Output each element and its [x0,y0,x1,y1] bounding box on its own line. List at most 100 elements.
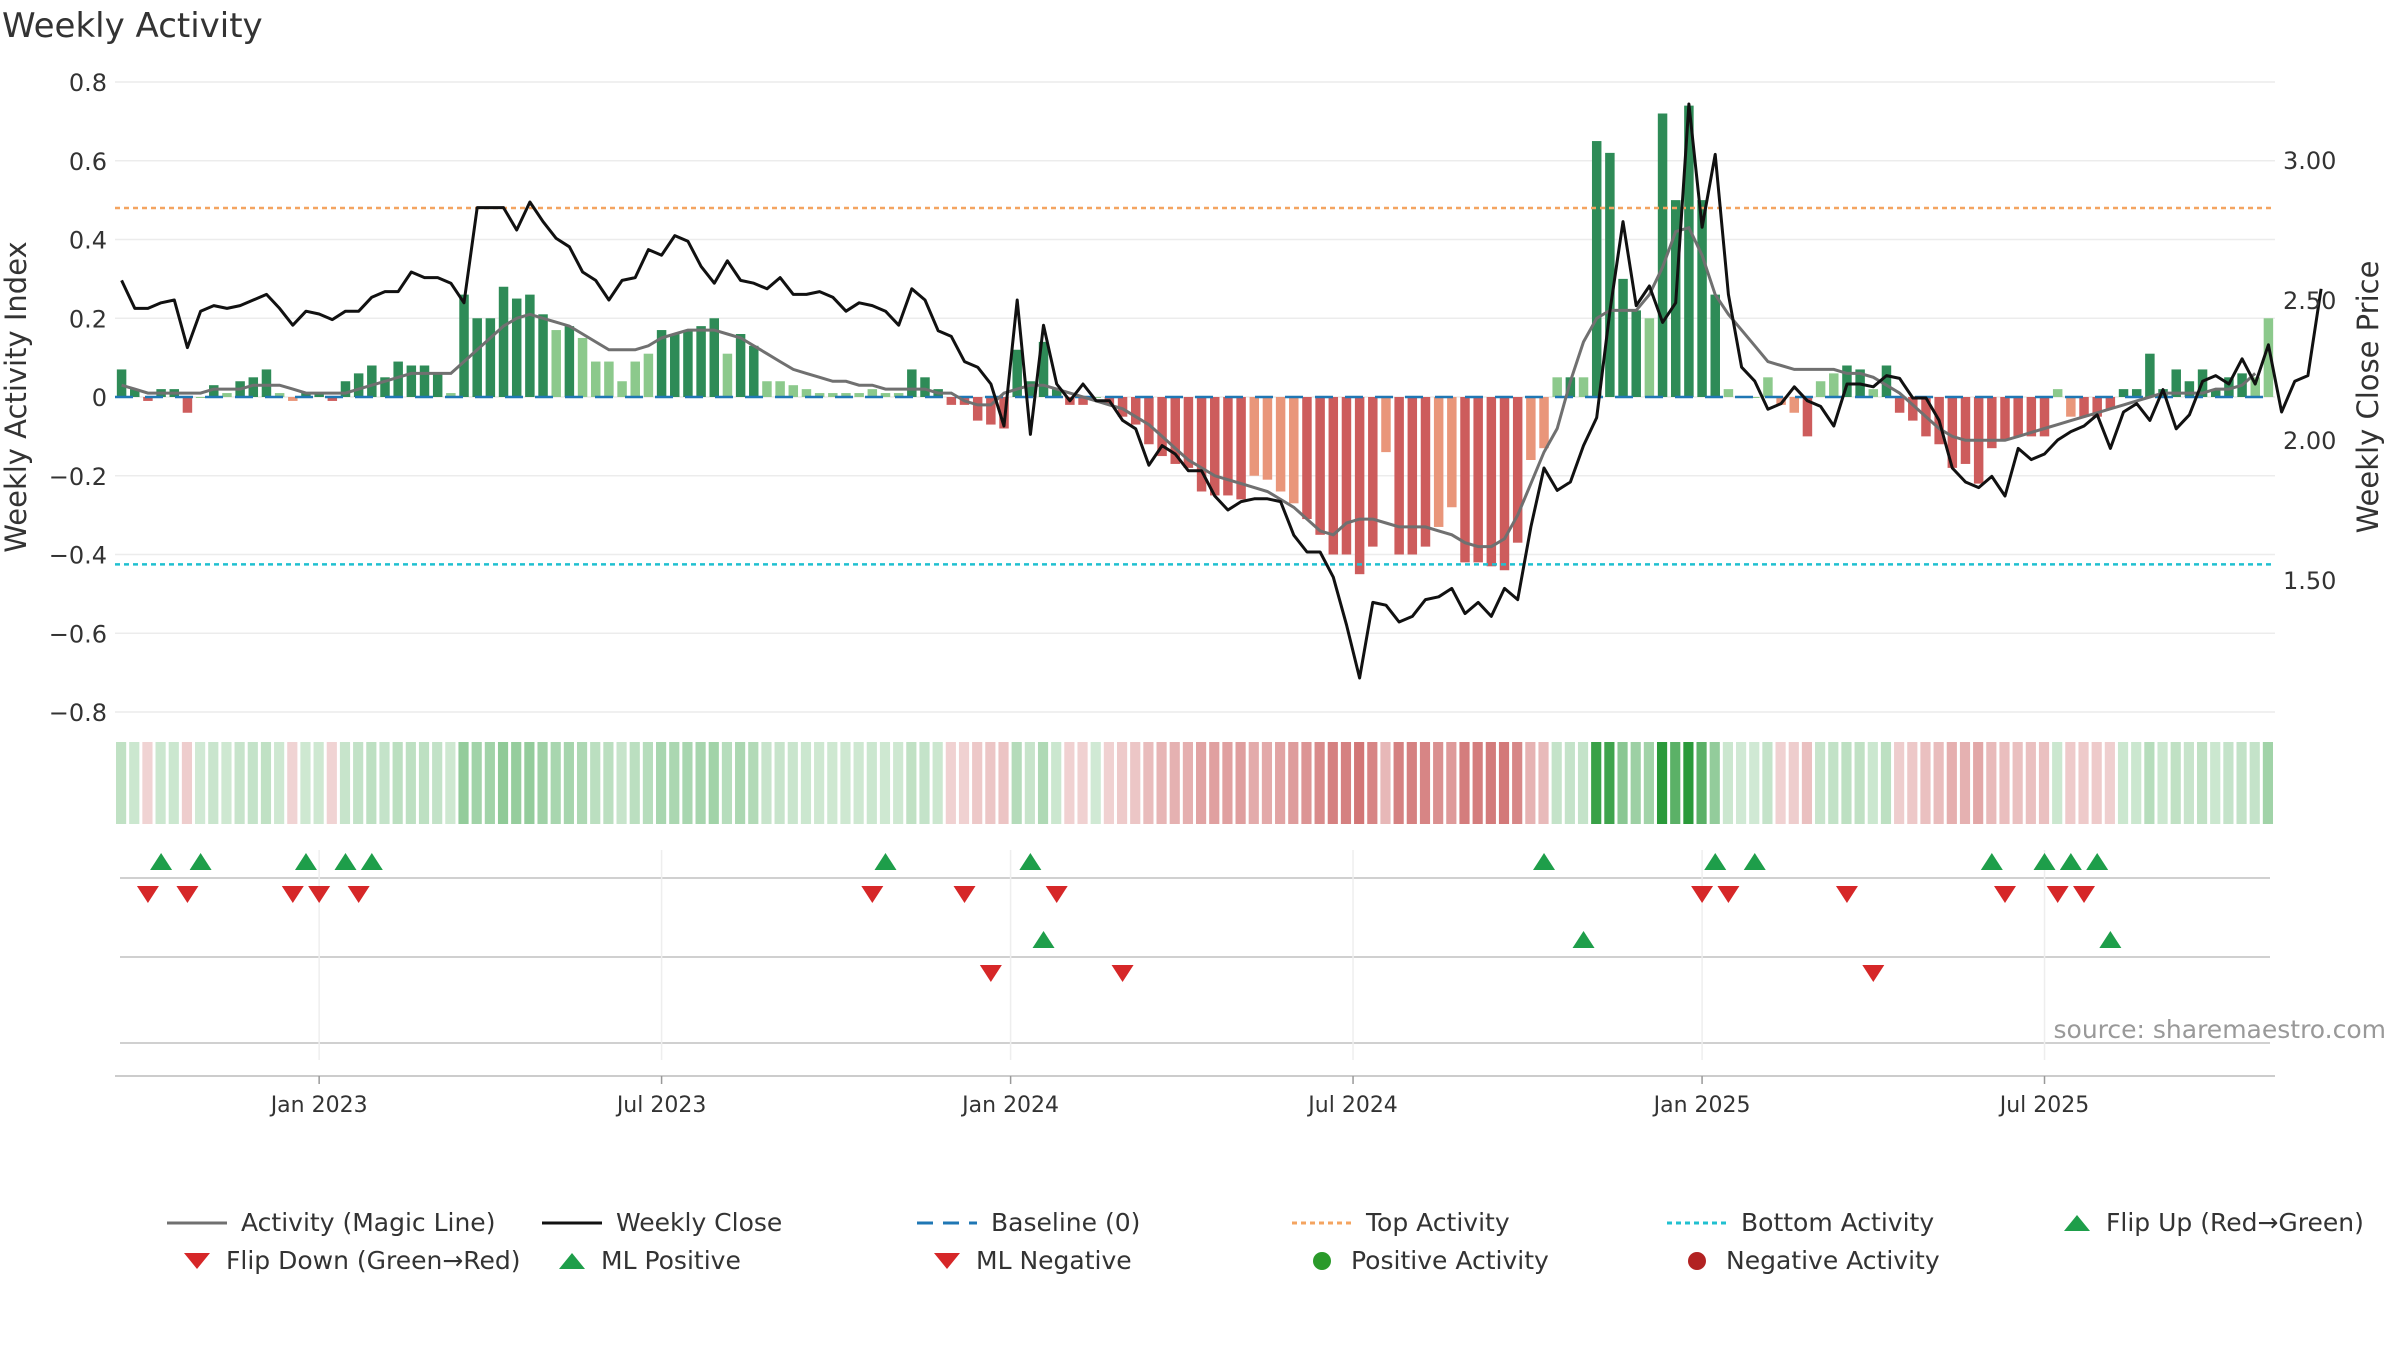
strip-cell [787,742,798,824]
strip-cell [1656,742,1668,824]
flip-down-marker [308,886,331,903]
strip-cell [1169,742,1180,824]
strip-cell [181,742,193,824]
strip-cell [1907,742,1918,824]
strip-cell [985,742,996,824]
strip-cell [866,742,877,824]
strip-cell [1472,742,1483,824]
activity-bar [590,361,601,397]
legend-negative-activity-label: Negative Activity [1726,1246,1940,1275]
activity-bar [2210,389,2221,397]
strip-cell [642,742,653,824]
strip-cell [1024,742,1035,824]
strip-cell [1722,742,1733,824]
ml-positive-marker [1572,931,1595,948]
activity-bar [1368,397,1378,547]
strip-cell [116,742,127,824]
activity-bar [946,397,957,405]
strip-cell [1064,742,1075,824]
activity-bar [670,334,680,397]
activity-bar [222,393,232,397]
strip-cell [1498,742,1510,824]
strip-cell [1999,742,2010,824]
activity-bar [1223,397,1233,496]
strip-cell [1485,742,1496,824]
x-tick-label: Jul 2023 [615,1093,707,1118]
legend-flip-up: Flip Up (Red→Green) [2062,1208,2364,1237]
activity-bar [2184,381,2195,397]
activity-bar [432,373,443,397]
strip-cell [1354,742,1365,824]
activity-bar [248,377,259,397]
legend-ml-positive: ML Positive [557,1246,741,1275]
strip-cell [1973,742,1984,824]
activity-bar [1723,389,1734,397]
flip-down-marker [1717,886,1740,903]
legend-baseline-swatch [917,1221,977,1224]
activity-bar [762,381,772,397]
strip-cell [945,742,956,824]
strip-cell [1841,742,1852,824]
activity-bar [1565,377,1576,397]
strip-cell [2196,742,2208,824]
activity-bar [1328,397,1339,555]
strip-cell [998,742,1009,824]
activity-bar [1605,152,1615,397]
strip-cell [1551,742,1562,824]
activity-bar [1078,397,1088,405]
activity-bar [419,365,430,397]
strip-cell [1933,742,1944,824]
activity-bar [617,381,627,397]
strip-cell [616,742,627,824]
strip-cell [1920,742,1931,824]
activity-bar [788,385,799,397]
strip-cell [972,742,983,824]
strip-cell [2131,742,2142,824]
flip-up-marker [189,853,212,870]
activity-bar [1289,397,1299,504]
legend-weekly-close-swatch [542,1221,602,1224]
strip-cell [418,742,430,824]
flip-up-marker [294,853,317,870]
strip-cell [1459,742,1470,824]
flip-up-marker [2086,853,2109,870]
gridlines [115,81,2275,1077]
strip-cell [2144,742,2155,824]
strip-cell [656,742,667,824]
activity-bar [511,298,522,397]
strip-cell [682,742,693,824]
activity-bar [1947,397,1958,468]
flip-up-marker [1704,853,1727,870]
legend-weekly-close: Weekly Close [542,1208,782,1237]
flip-up-marker [2033,853,2056,870]
y2-tick-label: 3.00 [2283,147,2336,175]
strip-cell [590,742,601,824]
activity-bar [1657,113,1668,397]
activity-bar [1025,381,1036,397]
activity-bar [1750,397,1760,398]
strip-cell [695,742,706,824]
strip-cell [1380,742,1391,824]
activity-bar [1697,200,1707,397]
activity-bar [1684,105,1694,397]
strip-cell [2117,742,2129,824]
flip-down-marker [347,886,370,903]
activity-bar [1051,389,1062,397]
strip-cell [1709,742,1720,824]
y-tick-label: 0.2 [69,305,107,333]
activity-bar [1486,397,1497,567]
strip-cell [208,742,219,824]
flip-up-marker [1533,853,1556,870]
strip-cell [1525,742,1536,824]
activity-bar [1526,397,1536,460]
activity-bar [2079,397,2089,417]
triangle-down-icon [184,1252,210,1269]
strip-cell [1683,742,1694,824]
activity-bar [182,397,193,413]
legend-bottom-activity-swatch [1667,1221,1727,1224]
legend-top-activity-label: Top Activity [1366,1208,1510,1237]
strip-cell [260,742,272,824]
legend-flip-down: Flip Down (Green→Red) [182,1246,521,1275]
flip-up-marker [1980,853,2003,870]
legend-top-activity-swatch [1292,1221,1352,1224]
